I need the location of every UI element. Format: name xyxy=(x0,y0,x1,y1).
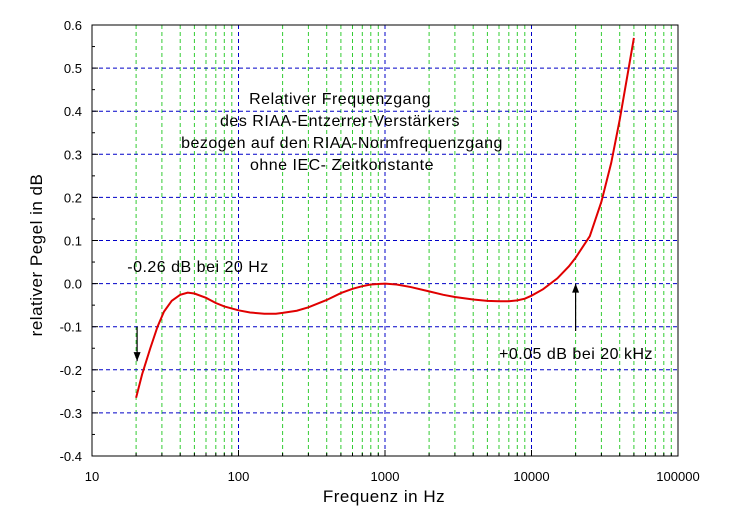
annotation-arrows xyxy=(133,283,580,362)
y-tick-label: 0.4 xyxy=(64,104,82,119)
x-tick-label: 100000 xyxy=(656,469,699,484)
chart-title: Relativer Frequenzgang des RIAA-Entzerre… xyxy=(181,91,503,174)
series-line xyxy=(135,37,635,399)
axis-ticks xyxy=(91,24,679,457)
major-grid xyxy=(92,25,678,456)
x-tick-label: 1000 xyxy=(371,469,400,484)
annotations: -0.26 dB bei 20 Hz +0.05 dB bei 20 kHz xyxy=(127,259,653,363)
y-tick-label: -0.1 xyxy=(60,320,82,335)
x-tick-label: 10000 xyxy=(513,469,549,484)
y-tick-label: 0.6 xyxy=(64,18,82,33)
title-line-3: bezogen auf den RIAA-Normfrequenzgang xyxy=(181,135,503,152)
annotation-20khz: +0.05 dB bei 20 kHz xyxy=(499,346,653,363)
annotation-20hz: -0.26 dB bei 20 Hz xyxy=(127,259,269,276)
y-tick-label: -0.3 xyxy=(60,406,82,421)
y-tick-label: 0.3 xyxy=(64,147,82,162)
x-tick-label: 10 xyxy=(85,469,99,484)
title-line-1: Relativer Frequenzgang xyxy=(249,91,431,108)
annotation-arrow-head xyxy=(572,283,580,293)
y-tick-label: 0.0 xyxy=(64,277,82,292)
y-tick-label: -0.2 xyxy=(60,363,82,378)
y-tick-label: 0.5 xyxy=(64,61,82,76)
x-axis-title: Frequenz in Hz xyxy=(323,487,445,506)
x-tick-label: 100 xyxy=(228,469,250,484)
annotation-arrow-head xyxy=(133,352,141,362)
y-tick-label: 0.1 xyxy=(64,234,82,249)
title-line-2: des RIAA-Entzerrer-Verstärkers xyxy=(220,113,460,130)
y-axis-title: relativer Pegel in dB xyxy=(27,174,46,337)
y-tick-label: -0.4 xyxy=(60,449,82,464)
x-tick-labels: 10 100 1000 10000 100000 xyxy=(85,469,700,484)
minor-grid xyxy=(135,25,672,456)
y-tick-labels: -0.4 -0.3 -0.2 -0.1 0.0 0.1 0.2 0.3 0.4 0.5 0.6 xyxy=(60,18,82,464)
y-tick-label: 0.2 xyxy=(64,190,82,205)
title-line-4: ohne IEC- Zeitkonstante xyxy=(250,157,434,174)
